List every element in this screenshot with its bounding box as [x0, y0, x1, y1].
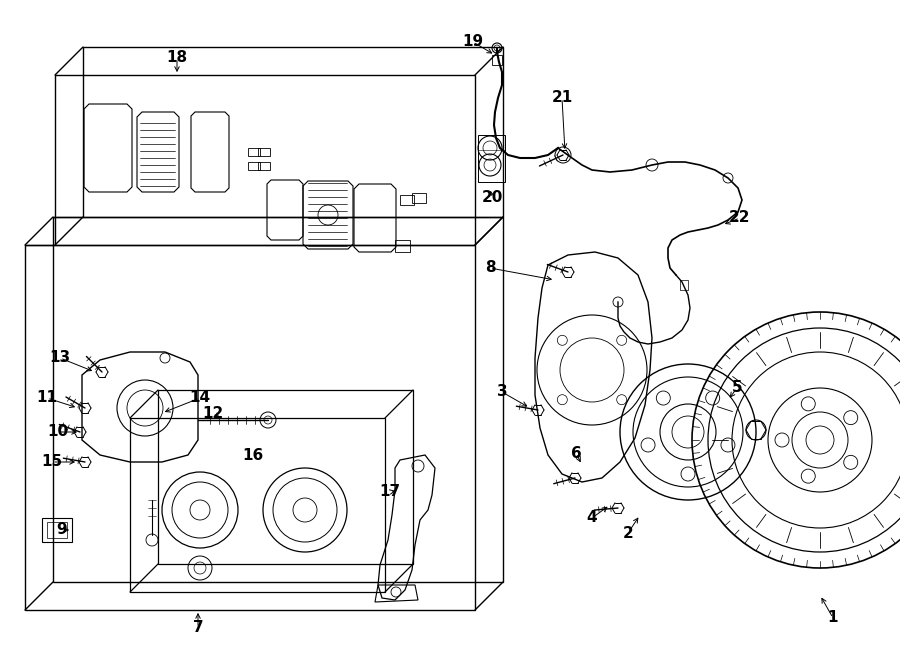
- Text: 16: 16: [242, 447, 264, 463]
- Text: 7: 7: [193, 621, 203, 635]
- Text: 1: 1: [828, 611, 838, 625]
- Text: 20: 20: [482, 190, 503, 206]
- Text: 10: 10: [48, 424, 68, 440]
- Text: 13: 13: [50, 350, 70, 366]
- Text: 3: 3: [497, 385, 508, 399]
- Text: 9: 9: [57, 522, 68, 537]
- Text: 12: 12: [202, 405, 223, 420]
- Text: 5: 5: [732, 381, 742, 395]
- Text: 4: 4: [587, 510, 598, 525]
- Text: 6: 6: [571, 446, 581, 461]
- Text: 22: 22: [729, 210, 751, 225]
- Text: 21: 21: [552, 91, 572, 106]
- Text: 17: 17: [380, 485, 400, 500]
- Text: 18: 18: [166, 50, 187, 65]
- Text: 2: 2: [623, 525, 634, 541]
- Text: 15: 15: [41, 455, 63, 469]
- Text: 14: 14: [189, 391, 211, 405]
- Text: 11: 11: [37, 391, 58, 405]
- Text: 19: 19: [463, 34, 483, 50]
- Text: 8: 8: [485, 260, 495, 276]
